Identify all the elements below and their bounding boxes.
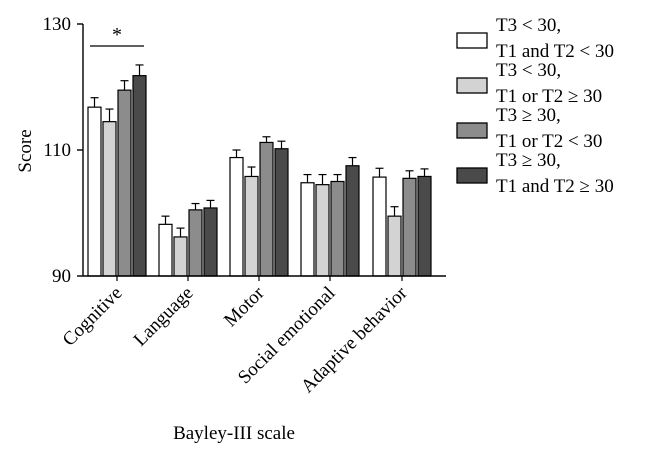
legend-label-line1: T3 ≥ 30, [496, 105, 561, 126]
category-label: Cognitive [59, 283, 127, 351]
bar [330, 180, 345, 277]
category-label: Motor [220, 282, 269, 331]
category-label: Language [130, 283, 198, 351]
y-axis: 90 110 130 [43, 14, 84, 287]
bar [87, 106, 102, 277]
legend-label-line2: T1 or T2 ≥ 30 [496, 86, 602, 107]
legend-label-line2: T1 and T2 < 30 [496, 41, 614, 62]
bar [372, 176, 387, 277]
bar-groups [87, 64, 432, 277]
y-axis-title: Score [15, 129, 36, 172]
y-tick-label: 110 [43, 140, 71, 161]
bar [132, 75, 147, 277]
bar [102, 121, 117, 277]
bar [387, 215, 402, 277]
x-axis-title: Bayley-III scale [173, 423, 295, 444]
bar [402, 177, 417, 277]
y-tick-label: 130 [43, 14, 72, 35]
bar [117, 89, 132, 277]
legend-label-line1: T3 < 30, [496, 15, 561, 36]
legend-swatch [456, 167, 488, 184]
legend-label-line2: T1 or T2 < 30 [496, 131, 602, 152]
bar [188, 209, 203, 277]
significance-annotations: * [90, 24, 144, 47]
bar [345, 165, 360, 277]
legend-label-line2: T1 and T2 ≥ 30 [496, 176, 614, 197]
significance-star: * [112, 24, 122, 46]
bar [173, 236, 188, 277]
bar [417, 175, 432, 277]
bar [244, 175, 259, 277]
bar [274, 148, 289, 277]
legend-label-line1: T3 < 30, [496, 60, 561, 81]
bar [259, 141, 274, 277]
legend-swatch [456, 32, 488, 49]
bar [315, 184, 330, 277]
bar [158, 223, 173, 277]
bar [203, 207, 218, 277]
y-tick-label: 90 [52, 266, 71, 287]
legend-label-line1: T3 ≥ 30, [496, 150, 561, 171]
legend-swatch [456, 77, 488, 94]
bar [229, 156, 244, 277]
bar [300, 182, 315, 277]
legend-swatch [456, 122, 488, 139]
